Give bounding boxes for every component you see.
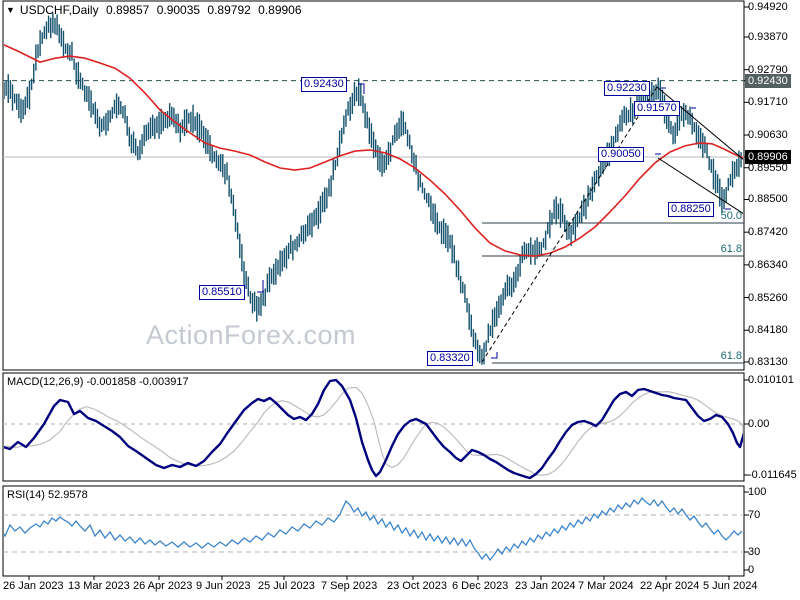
price-axis-tick: 0.87420: [748, 226, 788, 239]
rsi-axis-tick: 30: [748, 546, 761, 558]
rsi-title: RSI(14): [7, 489, 45, 501]
price-axis-tick: 0.91710: [748, 96, 788, 109]
price-level-tag: 0.91570: [634, 101, 680, 116]
price-level-tag: 0.90050: [598, 147, 644, 162]
price-axis-tick: 0.83130: [748, 355, 788, 368]
x-axis-date-label: 7 Mar 2024: [578, 580, 634, 592]
moving-average-line: [4, 44, 743, 257]
rsi-line: [4, 496, 743, 562]
rsi-indicator-label: RSI(14) 52.9578: [7, 489, 88, 501]
fib-level-label: 61.8: [720, 243, 742, 255]
price-axis-tick: 0.88500: [748, 193, 788, 206]
price-level-tag: 0.92430: [301, 77, 347, 92]
open-value: 0.89857: [105, 3, 150, 17]
x-axis-date-label: 6 Dec 2023: [452, 580, 509, 592]
rsi-value: 52.9578: [47, 489, 88, 501]
x-axis-date-label: 23 Jan 2024: [515, 580, 576, 592]
price-axis-tick: 0.85260: [748, 291, 788, 304]
price-level-tag: 0.83320: [427, 351, 473, 366]
price-axis-tick: 0.89550: [748, 161, 788, 174]
x-axis-date-label: 7 Sep 2023: [321, 580, 378, 592]
rsi-axis-tick: 0: [748, 564, 755, 576]
symbol-dropdown-icon[interactable]: ▼: [6, 5, 15, 15]
macd-main-line: [4, 378, 743, 480]
price-axis-tick: 0.90630: [748, 129, 788, 142]
x-axis-date-label: 25 Jul 2023: [258, 580, 315, 592]
high-value: 0.90035: [156, 3, 201, 17]
macd-axis-tick: 0.010101: [748, 374, 794, 386]
macd-axis-tick: 0.00: [748, 418, 770, 430]
price-axis-tick: 0.92790: [748, 63, 788, 76]
price-axis-tick: 0.84180: [748, 324, 788, 337]
price-level-tag: 0.92230: [604, 81, 650, 96]
dashed-level-axis-tag: 0.92430: [745, 73, 791, 88]
x-axis-date-label: 26 Jan 2023: [3, 580, 64, 592]
price-level-tag: 0.85510: [199, 285, 245, 300]
price-level-tag: 0.88250: [668, 202, 714, 217]
chart-title: ▼ USDCHF,Daily 0.89857 0.90035 0.89792 0.…: [6, 3, 306, 17]
rsi-axis-tick: 70: [748, 509, 761, 521]
current-price-axis-tag: 0.89906: [745, 149, 791, 164]
price-axis-tick: 0.86340: [748, 258, 788, 271]
price-bars: [4, 13, 742, 365]
fib-level-label: 61.8: [720, 350, 742, 362]
price-axis-tick: 0.93870: [748, 31, 788, 43]
close-value: 0.89906: [258, 3, 302, 17]
macd-indicator-label: MACD(12,26,9) -0.001858 -0.003917: [7, 376, 189, 388]
watermark: ActionForex.com: [145, 320, 357, 350]
x-axis-date-label: 22 Apr 2024: [640, 580, 700, 592]
x-axis-date-label: 23 Oct 2023: [387, 580, 447, 592]
fib-level-label: 50.0: [720, 210, 742, 222]
low-value: 0.89792: [207, 3, 251, 17]
x-axis-date-label: 26 Apr 2023: [133, 580, 193, 592]
x-axis-date-label: 9 Jun 2023: [196, 580, 251, 592]
price-axis-tick: 0.94920: [748, 1, 788, 13]
macd-signal-line: [5, 386, 743, 477]
x-axis-date-label: 13 Mar 2023: [68, 580, 130, 592]
rsi-axis-tick: 100: [748, 486, 767, 498]
x-axis-date-label: 5 Jun 2024: [703, 580, 758, 592]
macd-values: -0.001858 -0.003917: [86, 376, 189, 388]
macd-axis-tick: -0.011645: [748, 469, 797, 481]
symbol-timeframe-label: USDCHF,Daily: [19, 3, 99, 17]
macd-title: MACD(12,26,9): [7, 376, 84, 388]
